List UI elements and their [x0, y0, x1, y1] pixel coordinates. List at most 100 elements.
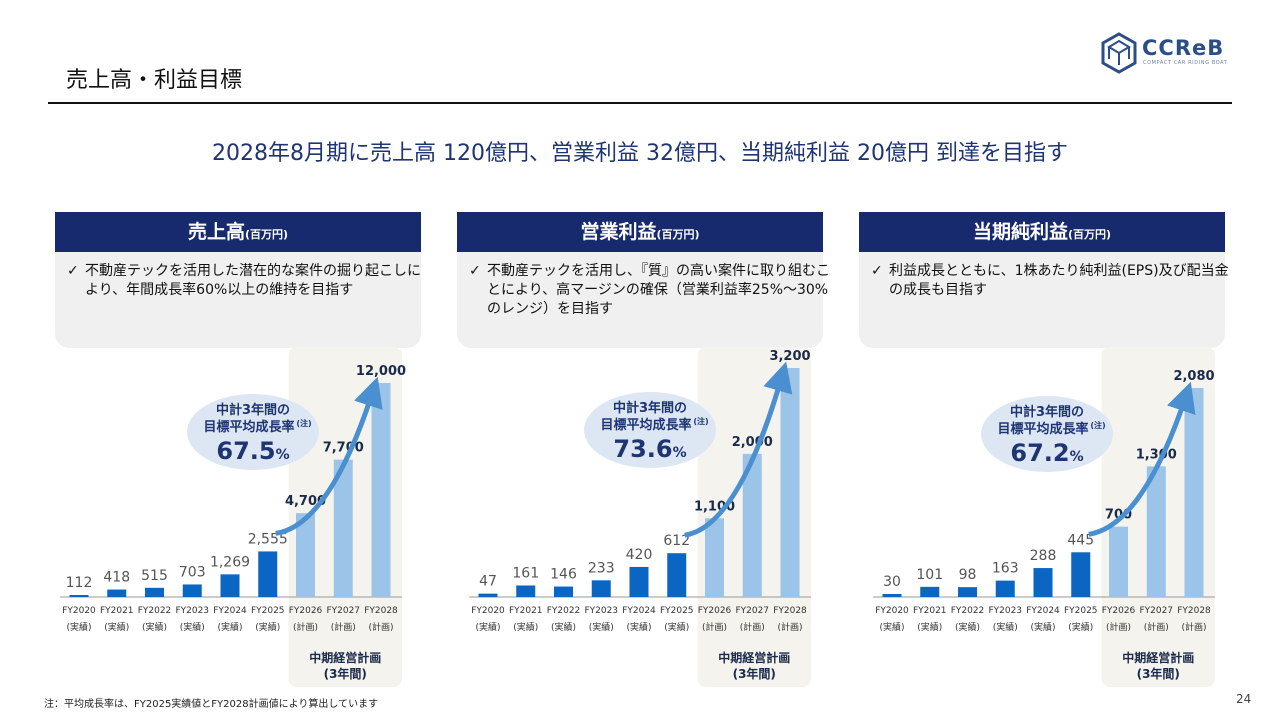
x-tick-label: FY2025: [1064, 606, 1098, 616]
logo-subtext: COMPACT CAR RIDING BOAT: [1143, 60, 1228, 66]
growth-arrow: [684, 361, 793, 538]
panel-description-box: ✓ 不動産テックを活用した潜在的な案件の掘り起こしにより、年間成長率60%以上の…: [55, 252, 421, 348]
data-label: 112: [66, 575, 93, 591]
data-label: 420: [626, 547, 653, 563]
x-tick-label: FY2027: [326, 606, 360, 616]
x-tick-label: FY2027: [735, 606, 769, 616]
plan-label-years: (3年間): [733, 666, 776, 681]
bar-chart-0: 112 FY2020 (実績) 418 FY2021 (実績) 515 FY2022 (実績) 7…: [60, 347, 406, 687]
x-tick-status: (実績): [1030, 621, 1055, 633]
panel-description: 不動産テックを活用し、『質』の高い案件に取り組むことにより、高マージンの確保（営…: [487, 263, 830, 317]
panel-operating-profit: 営業利益(百万円) ✓ 不動産テックを活用し、『質』の高い案件に取り組むことによ…: [457, 212, 830, 348]
cagr-caption: 中計3年間の: [216, 402, 290, 418]
x-tick-label: FY2020: [471, 606, 505, 616]
data-label: 515: [141, 568, 168, 584]
plan-label-years: (3年間): [1137, 666, 1180, 681]
check-icon: ✓: [469, 263, 481, 279]
bar-FY2026: [705, 518, 724, 597]
title-divider: [48, 102, 1232, 104]
data-label: 1,269: [210, 554, 250, 570]
x-tick-label: FY2024: [213, 606, 247, 616]
plan-label: 中期経営計画: [309, 650, 381, 665]
check-icon: ✓: [871, 263, 883, 279]
panel-header: 営業利益(百万円): [457, 212, 823, 252]
panel-title: 当期純利益: [972, 221, 1068, 243]
panel-sales: 売上高(百万円) ✓ 不動産テックを活用した潜在的な案件の掘り起こしにより、年間…: [55, 212, 421, 348]
cagr-note: (注): [693, 416, 708, 426]
bar-FY2020: [69, 595, 89, 597]
data-label: 30: [883, 574, 901, 590]
cagr-caption: 目標平均成長率: [203, 419, 294, 435]
x-tick-status: (計画): [293, 621, 318, 633]
bar-FY2022: [958, 587, 977, 597]
cagr-caption: 目標平均成長率: [600, 417, 691, 433]
x-tick-status: (実績): [626, 621, 651, 633]
x-tick-status: (実績): [551, 621, 576, 633]
bar-FY2024: [1033, 568, 1053, 597]
data-label: 445: [1067, 532, 1094, 548]
data-label: 2,080: [1173, 369, 1214, 384]
data-label: 703: [179, 564, 206, 580]
x-tick-label: FY2023: [175, 606, 209, 616]
x-tick-label: FY2020: [62, 606, 96, 616]
x-tick-status: (計画): [740, 621, 765, 633]
x-tick-label: FY2021: [100, 606, 134, 616]
x-tick-label: FY2028: [1177, 606, 1211, 616]
logo-wordmark: CCReB: [1142, 36, 1225, 60]
x-tick-status: (計画): [702, 621, 727, 633]
growth-arrow: [1088, 381, 1196, 537]
x-tick-label: FY2026: [289, 606, 323, 616]
bar-FY2023: [182, 584, 202, 597]
bar-FY2026: [1109, 526, 1128, 597]
cagr-unit: %: [276, 447, 290, 463]
cube-logo-icon: [1101, 32, 1137, 74]
cagr-bubble: [584, 392, 716, 468]
plan-label: 中期経営計画: [1122, 650, 1194, 665]
data-label: 161: [512, 565, 539, 581]
headline: 2028年8月期に売上高 120億円、営業利益 32億円、当期純利益 20億円 …: [212, 141, 1068, 166]
panel-description: 不動産テックを活用した潜在的な案件の掘り起こしにより、年間成長率60%以上の維持…: [85, 263, 421, 298]
x-tick-status: (計画): [1181, 621, 1206, 633]
x-tick-status: (計画): [1144, 621, 1169, 633]
cagr-unit: %: [1070, 449, 1084, 465]
bar-FY2025: [258, 551, 278, 597]
data-label: 12,000: [356, 364, 406, 379]
x-tick-status: (実績): [1068, 621, 1093, 633]
bar-FY2024: [220, 574, 240, 597]
plan-label: 中期経営計画: [718, 650, 790, 665]
x-tick-status: (実績): [66, 621, 91, 633]
cagr-caption: 目標平均成長率: [997, 421, 1088, 437]
x-tick-status: (実績): [879, 621, 904, 633]
panel-header: 売上高(百万円): [55, 212, 421, 252]
cagr-note: (注): [296, 418, 311, 428]
x-tick-status: (実績): [180, 621, 205, 633]
bar-FY2021: [516, 585, 536, 597]
data-label: 101: [916, 567, 943, 583]
x-tick-label: FY2021: [509, 606, 543, 616]
plan-label-years: (3年間): [324, 666, 367, 681]
x-tick-status: (計画): [1106, 621, 1131, 633]
bar-FY2022: [554, 586, 573, 597]
panel-net-income: 当期純利益(百万円) ✓ 利益成長とともに、1株あたり純利益(EPS)及び配当金…: [859, 212, 1229, 348]
data-label: 612: [663, 533, 690, 549]
x-tick-label: FY2028: [364, 606, 398, 616]
data-label: 146: [550, 567, 577, 583]
x-tick-label: FY2022: [951, 606, 985, 616]
page-title: 売上高・利益目標: [66, 68, 243, 93]
x-tick-label: FY2026: [1102, 606, 1136, 616]
bar-FY2028: [1184, 388, 1204, 597]
panel-description: 利益成長とともに、1株あたり純利益(EPS)及び配当金の成長も目指す: [889, 263, 1229, 298]
bar-FY2020: [478, 593, 498, 597]
panel-description-box: ✓ 利益成長とともに、1株あたり純利益(EPS)及び配当金の成長も目指す: [859, 252, 1229, 348]
x-tick-status: (実績): [664, 621, 689, 633]
bar-chart-1: 47 FY2020 (実績) 161 FY2021 (実績) 146 FY2022 (実績) 23…: [469, 347, 811, 687]
bar-FY2021: [920, 586, 940, 597]
bar-FY2026: [296, 513, 315, 597]
x-tick-label: FY2024: [1026, 606, 1060, 616]
panel-unit: (百万円): [656, 228, 700, 241]
bar-FY2021: [107, 589, 127, 597]
panel-header: 当期純利益(百万円): [859, 212, 1225, 252]
bar-FY2027: [333, 459, 353, 597]
bar-FY2027: [742, 453, 762, 597]
page-number: 24: [1236, 692, 1252, 706]
